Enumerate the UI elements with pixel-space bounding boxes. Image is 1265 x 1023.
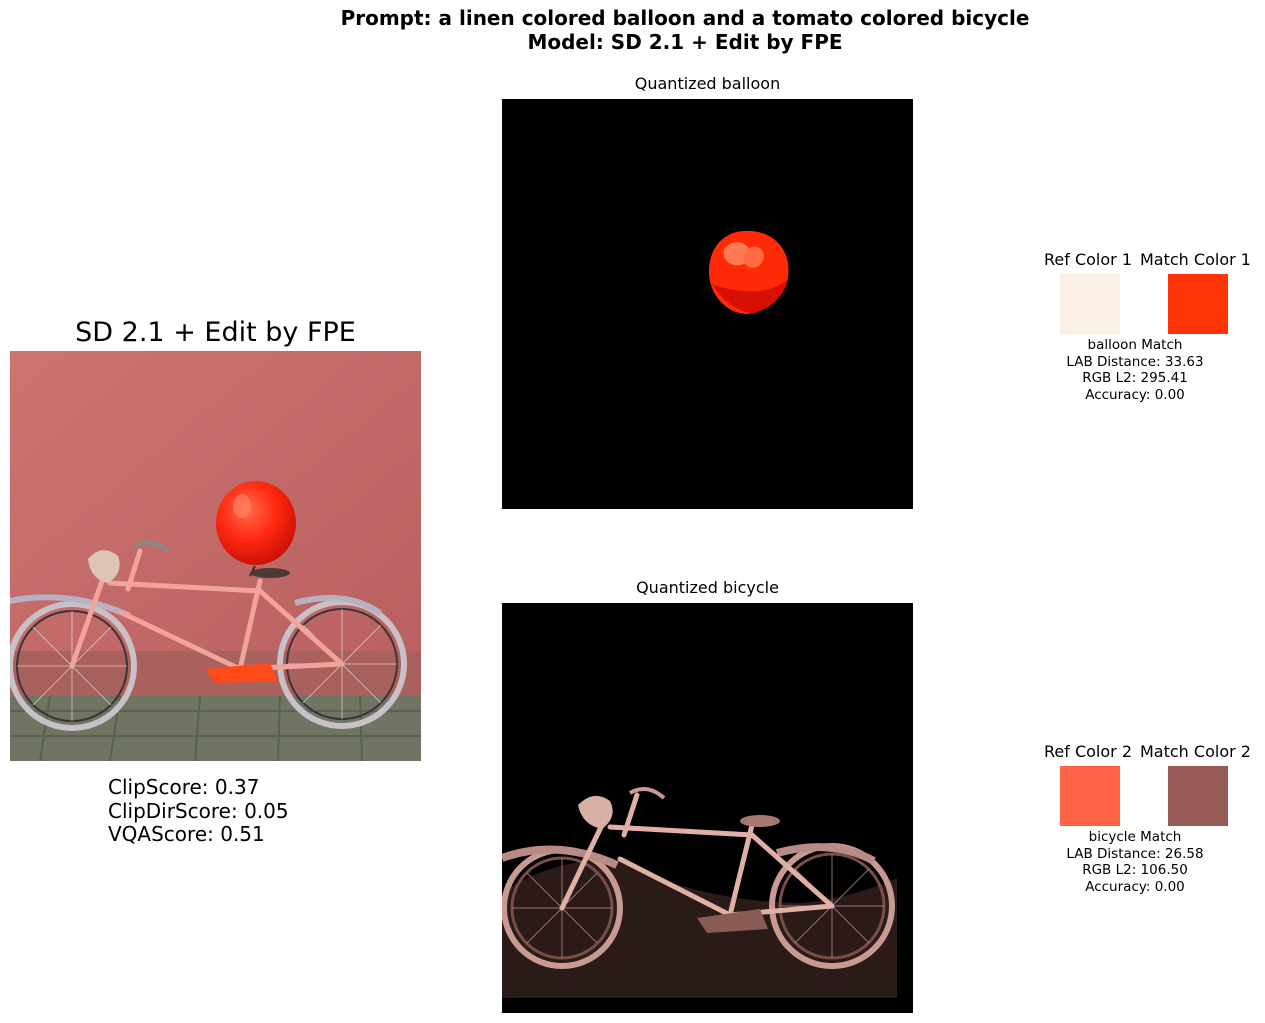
match-color-1-swatch xyxy=(1168,274,1228,334)
quantized-bicycle-image xyxy=(502,603,913,1013)
match-color-2-label: Match Color 2 xyxy=(1140,742,1251,761)
vqa-score: VQAScore: 0.51 xyxy=(108,822,265,846)
match-color-2-swatch xyxy=(1168,766,1228,826)
bicycle-accuracy: Accuracy: 0.00 xyxy=(1085,878,1185,895)
bicycle-match-metrics: bicycle Match LAB Distance: 26.58 RGB L2… xyxy=(1025,829,1245,895)
quantized-balloon-title: Quantized balloon xyxy=(634,74,781,93)
balloon-accuracy: Accuracy: 0.00 xyxy=(1085,386,1185,403)
balloon-match-metrics: balloon Match LAB Distance: 33.63 RGB L2… xyxy=(1025,337,1245,403)
quantized-balloon-image xyxy=(502,99,913,509)
quantized-bicycle-title: Quantized bicycle xyxy=(636,578,779,597)
figure-title-model: Model: SD 2.1 + Edit by FPE xyxy=(527,30,843,54)
score-list: ClipScore: 0.37 ClipDirScore: 0.05 VQASc… xyxy=(108,775,289,847)
balloon xyxy=(216,481,296,565)
clipdir-score: ClipDirScore: 0.05 xyxy=(108,798,289,823)
ref-color-2-swatch xyxy=(1060,766,1120,826)
wall xyxy=(10,351,421,696)
match-color-1-label: Match Color 1 xyxy=(1140,250,1251,269)
balloon-rgb-l2: RGB L2: 295.41 xyxy=(1082,370,1188,386)
generated-image-drawing xyxy=(10,351,421,761)
quantized-bicycle-shape xyxy=(502,787,895,969)
paving-lines xyxy=(10,695,421,761)
ref-color-1-label: Ref Color 1 xyxy=(1044,250,1132,269)
quantized-balloon-drawing xyxy=(708,230,789,314)
generated-image xyxy=(10,351,421,761)
main-image-title: SD 2.1 + Edit by FPE xyxy=(75,317,356,348)
figure-title: Prompt: a linen colored balloon and a to… xyxy=(0,6,1265,54)
bicycle-lab-distance: LAB Distance: 26.58 xyxy=(1066,845,1204,862)
clip-score: ClipScore: 0.37 xyxy=(108,775,260,799)
bicycle xyxy=(10,540,407,731)
balloon-match-caption: balloon Match xyxy=(1087,337,1183,353)
ref-color-1-swatch xyxy=(1060,274,1120,334)
bicycle-match-caption: bicycle Match xyxy=(1088,829,1182,845)
ref-color-2-label: Ref Color 2 xyxy=(1044,742,1132,761)
figure-title-prompt: Prompt: a linen colored balloon and a to… xyxy=(340,6,1030,30)
balloon-lab-distance: LAB Distance: 33.63 xyxy=(1066,353,1204,370)
bicycle-rgb-l2: RGB L2: 106.50 xyxy=(1082,862,1188,878)
quantized-bicycle-drawing xyxy=(502,787,897,998)
